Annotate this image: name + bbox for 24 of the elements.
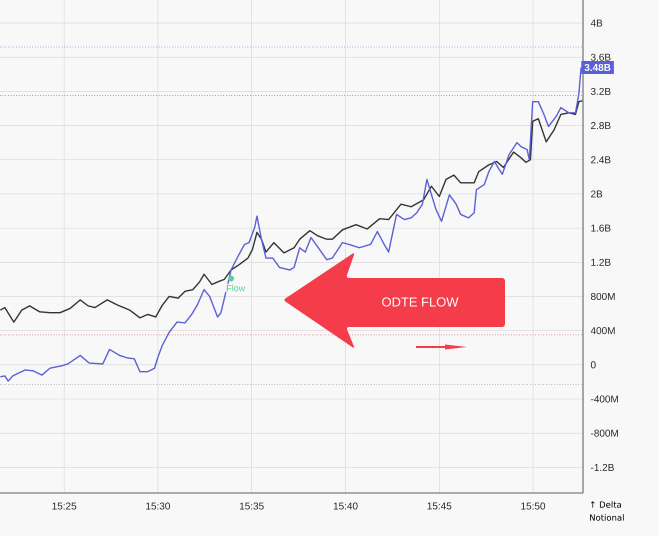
annotation: 3.48B <box>584 64 610 72</box>
y-tick-label: 3.2B <box>590 88 610 95</box>
annotation: ODTE FLOW <box>382 297 458 307</box>
y-tick-label: 400M <box>590 327 615 334</box>
y-tick-label: 2.4B <box>591 156 610 164</box>
y-tick-label: -400M <box>590 395 618 403</box>
x-tick-label: 15:45 <box>428 502 452 510</box>
y-tick-label: 1.6B <box>591 224 610 232</box>
y-tick-label: 800M <box>590 292 615 300</box>
y-axis-title: ↑ Delta Notional <box>590 501 624 521</box>
y-tick-label: 2.8B <box>591 122 610 130</box>
y-tick-label: -1.2B <box>590 464 614 471</box>
x-tick-label: 15:50 <box>521 502 546 510</box>
x-tick-label: 15:35 <box>240 502 264 510</box>
y-tick-label: -800M <box>590 430 618 437</box>
y-tick-label: 2B <box>591 190 602 198</box>
y-tick-label: 4B <box>590 20 602 26</box>
y-tick-label: 3.6B <box>590 54 610 61</box>
y-tick-label: 1.2B <box>591 258 610 266</box>
y-tick-label: 0 <box>590 361 596 368</box>
x-tick-label: 15:30 <box>146 502 170 510</box>
series-label: Flow <box>227 284 246 292</box>
x-tick-label: 15:40 <box>334 502 358 510</box>
x-tick-label: 15:25 <box>52 502 76 510</box>
